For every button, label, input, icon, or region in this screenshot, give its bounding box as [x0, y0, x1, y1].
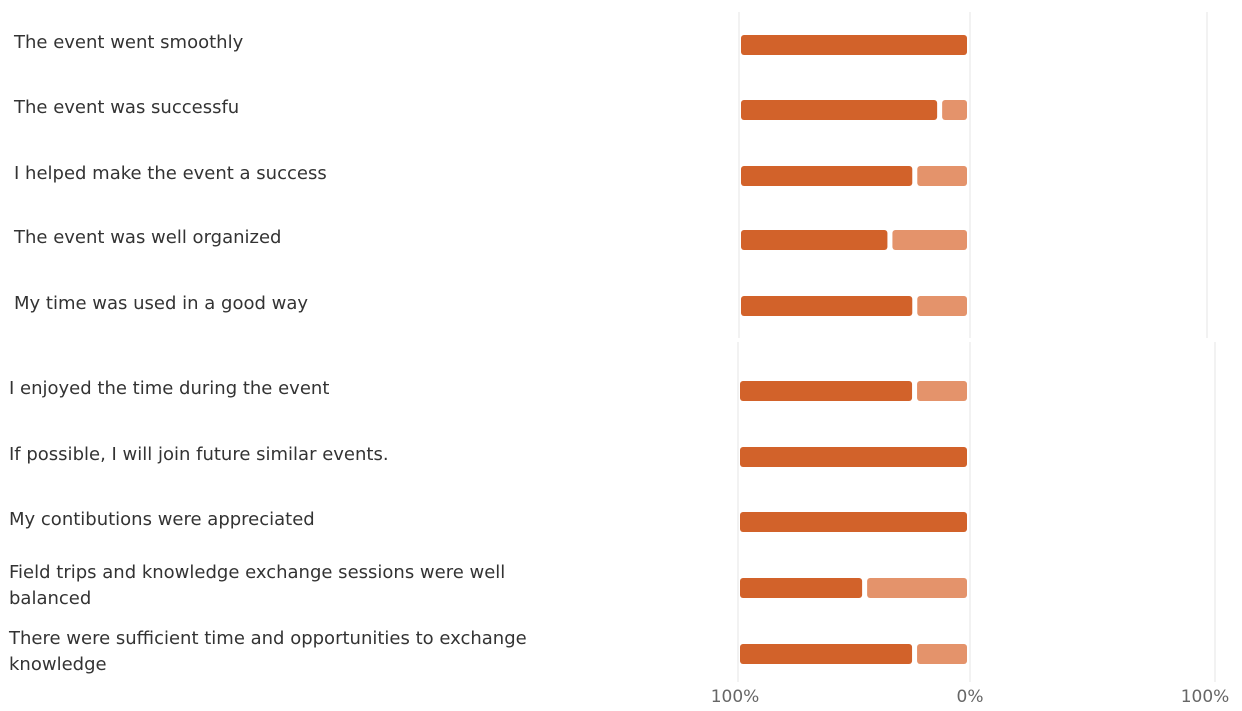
bar-secondary: [942, 100, 967, 120]
row-labels: The event went smoothly The event was suc…: [8, 32, 527, 675]
bar-secondary: [917, 381, 967, 401]
bar-primary: [740, 381, 913, 401]
x-tick-label: 100%: [711, 687, 760, 707]
row-label: If possible, I will join future similar …: [9, 444, 389, 465]
bar-primary: [741, 100, 938, 120]
row-label: I helped make the event a success: [14, 163, 327, 184]
row-label: There were sufficient time and opportuni…: [8, 628, 527, 675]
row-label: Field trips and knowledge exchange sessi…: [9, 562, 505, 609]
x-axis-ticks: 100% 0% 100%: [711, 687, 1230, 707]
row-label: My time was used in a good way: [14, 293, 308, 314]
row-label: The event was successfu: [13, 97, 239, 118]
bar-primary: [740, 644, 913, 664]
x-tick-label: 0%: [957, 687, 984, 707]
row-label: The event was well organized: [13, 227, 281, 248]
bar-primary: [741, 166, 913, 186]
bar-primary: [740, 512, 967, 532]
bars: [740, 35, 967, 664]
bar-primary: [741, 230, 888, 250]
bar-secondary: [917, 644, 967, 664]
bar-primary: [740, 578, 863, 598]
bar-primary: [740, 447, 967, 467]
gridlines: [737, 12, 1216, 682]
row-label: I enjoyed the time during the event: [9, 378, 329, 399]
row-label: My contibutions were appreciated: [9, 509, 315, 530]
bar-secondary: [892, 230, 967, 250]
bar-primary: [741, 296, 913, 316]
bar-secondary: [917, 296, 967, 316]
row-label: The event went smoothly: [13, 32, 244, 53]
bar-secondary: [867, 578, 967, 598]
x-tick-label: 100%: [1181, 687, 1230, 707]
bar-primary: [741, 35, 967, 55]
bar-secondary: [917, 166, 967, 186]
